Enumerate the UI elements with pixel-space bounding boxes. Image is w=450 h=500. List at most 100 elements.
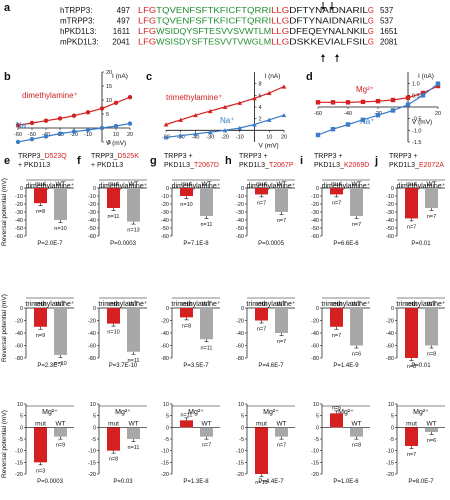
wt-bar <box>275 427 288 437</box>
wt-label: WT <box>351 420 361 427</box>
column-title: PKD1L3_K2069D <box>314 162 369 169</box>
data-point <box>99 125 105 131</box>
n-label: n=10 <box>180 202 192 208</box>
y-tick-label: -10 <box>15 449 23 455</box>
p-value: P=1.3E-8 <box>183 479 209 485</box>
y-tick-label: -60 <box>236 234 244 240</box>
y-tick-label: -10 <box>15 194 23 200</box>
y-tick-label: -60 <box>15 344 23 350</box>
mut-label: mut <box>256 181 267 188</box>
n-label: n=7 <box>332 200 341 206</box>
panel-label: d <box>306 71 313 83</box>
y-tick-label: 0 <box>93 186 96 192</box>
n-label: n=7 <box>352 222 361 228</box>
wt-bar <box>425 188 438 208</box>
wt-bar <box>127 188 140 222</box>
y-tick-label: 10 <box>238 402 244 408</box>
y-tick-label: -40 <box>88 331 96 337</box>
row-title: trimethylamine⁺ <box>246 301 296 308</box>
y-tick-label: -50 <box>15 226 23 232</box>
y-tick-label: -20 <box>161 202 169 208</box>
y-tick-label: -0.5 <box>412 117 421 123</box>
mut-label: mut <box>406 420 417 427</box>
data-point <box>315 132 321 138</box>
mut-label: mut <box>331 301 342 308</box>
sequence-segment: LLG <box>271 17 289 26</box>
n-label: n=3 <box>36 468 45 474</box>
wt-label: WT <box>426 420 436 427</box>
n-label: n=7 <box>277 443 286 449</box>
series-label: Na⁺ <box>16 121 30 130</box>
y-tick-label: -5 <box>106 140 111 146</box>
series-label: Na⁺ <box>220 116 234 125</box>
sequence-name: hTRPP3: <box>60 6 92 15</box>
data-point <box>405 95 411 100</box>
x-tick-label: -40 <box>192 134 200 140</box>
data-point <box>435 81 441 86</box>
mut-label: mut <box>108 301 119 308</box>
x-tick-label: 20 <box>127 132 133 138</box>
y-tick-label: 0 <box>391 425 394 431</box>
y-tick-label: 0 <box>20 186 23 192</box>
data-point <box>113 123 119 129</box>
y-tick-label: -20 <box>161 472 169 478</box>
y-tick-label: -15 <box>88 460 96 466</box>
reversal-potential-axis-label: Reversal potential (mV) <box>1 410 8 478</box>
p-value: P=4.4E-7 <box>258 479 284 485</box>
column-f: f TRPP3_D525K+ PKD1L3dimethylamine⁺0-10-2… <box>77 153 148 485</box>
x-axis-label: V (mV) <box>412 119 432 126</box>
y-tick-label: 20 <box>106 70 112 76</box>
y-tick-label: -40 <box>236 331 244 337</box>
y-tick-label: -60 <box>311 344 319 350</box>
n-label: n=7 <box>277 218 286 224</box>
n-label: n=7 <box>407 452 416 458</box>
data-point <box>85 110 91 115</box>
p-value: P=1.0E-6 <box>333 479 359 485</box>
y-tick-label: -80 <box>15 356 23 362</box>
wt-bar <box>200 188 213 216</box>
sequence-start: 497 <box>117 17 131 26</box>
y-tick-label: 0 <box>20 425 23 431</box>
sequence-name: mPKD1L3: <box>60 38 99 47</box>
x-tick-label: 20 <box>435 111 441 117</box>
n-label: n=7 <box>202 443 211 449</box>
y-tick-label: -1.0 <box>412 128 421 134</box>
y-tick-label: 5 <box>391 414 394 420</box>
data-point <box>163 122 169 127</box>
x-tick-label: -20 <box>221 134 229 140</box>
bar-chart: trimethylamine⁺0 -20 -40 -60 -80 mut WT n=7 n=7 P… <box>236 297 296 369</box>
y-tick-label: -15 <box>386 460 394 466</box>
wt-label: WT <box>128 301 138 308</box>
wt-label: WT <box>276 181 286 188</box>
reversal-potential-axis-label: Reversal potential (mV) <box>1 178 8 246</box>
y-tick-label: -10 <box>311 194 319 200</box>
bar-chart: trimethylamine⁺0 -20 -40 -60 -80 mut WT n=9 n=10… <box>15 297 75 369</box>
sequence-segment: TQVENFSFTKFICFTQRRI <box>156 17 271 26</box>
wt-bar <box>275 308 288 333</box>
y-tick-label: -30 <box>386 210 394 216</box>
y-tick-label: -50 <box>311 226 319 232</box>
arrow-marker <box>321 7 325 10</box>
data-point <box>360 117 366 123</box>
sequence-segment: LFG <box>138 6 156 15</box>
bar-chart: Mg²⁺ 10 5 0 -5 -10 -15 -20 mut WT n=10 n=7 P=4.4E-7 <box>236 402 295 486</box>
y-tick-label: 5 <box>20 414 23 420</box>
bar-chart: dimethylamine⁺0 -10 -20 -30 -40 -50 -60 mut WT n=… <box>236 179 296 247</box>
y-tick-label: -5 <box>91 437 96 443</box>
sequence-name: hPKD1L3: <box>60 27 96 36</box>
bar-chart: Mg²⁺ 10 5 0 -5 -10 -15 -20 mut WT n=7 n=6 P=8.0E-7 <box>386 402 445 485</box>
y-tick-label: -60 <box>386 234 394 240</box>
wt-label: WT <box>201 301 211 308</box>
wt-bar <box>200 308 213 340</box>
bar-chart: Mg²⁺ 10 5 0 -5 -10 -15 -20 mut WT n=3 n=9 P=0.0003 <box>15 402 74 485</box>
data-point <box>375 112 381 118</box>
y-tick-label: 0 <box>241 425 244 431</box>
y-tick-label: -10 <box>386 194 394 200</box>
mut-label: mut <box>181 181 192 188</box>
sequence-name: mTRPP3: <box>60 17 95 26</box>
reversal-potential-axis-label: Reversal potential (mV) <box>1 294 8 362</box>
